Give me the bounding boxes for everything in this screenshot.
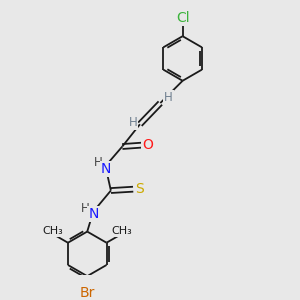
Text: O: O bbox=[142, 138, 153, 152]
Text: CH₃: CH₃ bbox=[112, 226, 132, 236]
Text: S: S bbox=[135, 182, 143, 196]
Text: CH₃: CH₃ bbox=[42, 226, 63, 236]
Text: N: N bbox=[101, 162, 111, 176]
Text: N: N bbox=[88, 207, 99, 221]
Text: Cl: Cl bbox=[176, 11, 189, 25]
Text: H: H bbox=[164, 91, 173, 103]
Text: H: H bbox=[129, 116, 137, 129]
Text: H: H bbox=[81, 202, 90, 215]
Text: H: H bbox=[94, 155, 102, 169]
Text: Br: Br bbox=[80, 286, 95, 300]
